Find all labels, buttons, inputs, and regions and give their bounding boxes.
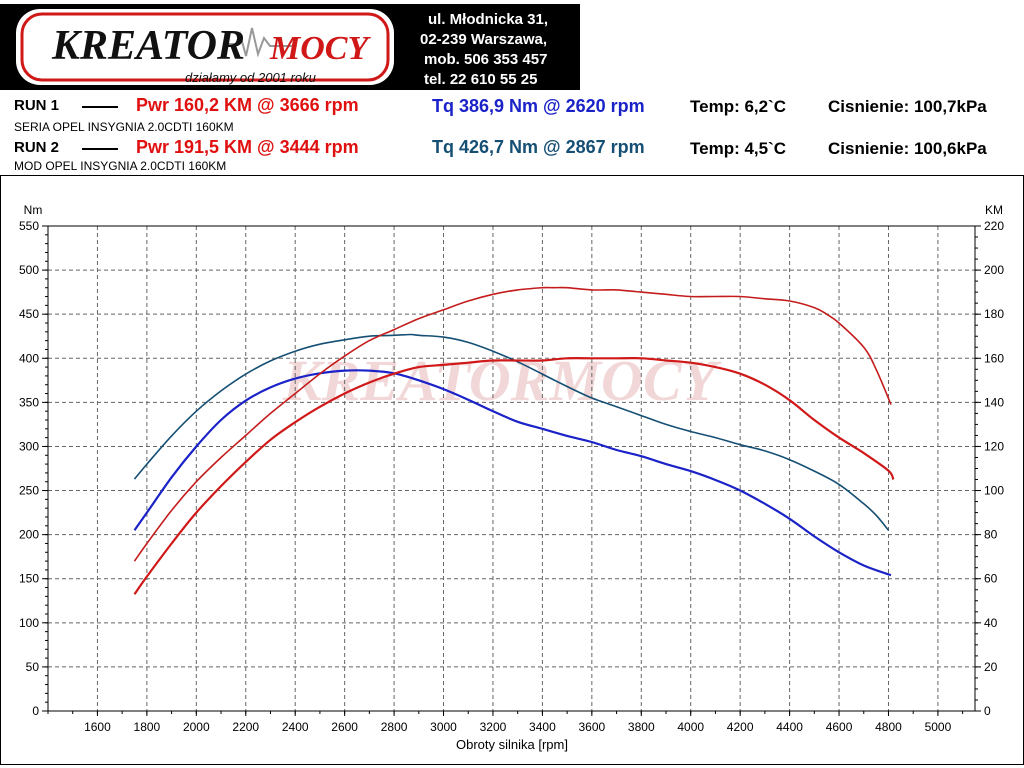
x-tick-label: 3600: [578, 720, 605, 734]
run1-torque: Tq 386,9 Nm @ 2620 rpm: [432, 96, 645, 116]
plot-border: [47, 225, 976, 712]
x-tick-label: 2800: [381, 720, 408, 734]
x-tick-label: 3800: [628, 720, 655, 734]
x-tick-label: 3200: [480, 720, 507, 734]
y-right-tick-label: 60: [984, 572, 998, 586]
y-right-tick-label: 0: [984, 704, 991, 718]
run1-pressure: Cisnienie: 100,7kPa: [828, 97, 987, 116]
run1-line-swatch: [82, 106, 118, 108]
x-tick-label: 2200: [232, 720, 259, 734]
x-tick-label: 2600: [331, 720, 358, 734]
y-right-tick-label: 40: [984, 616, 998, 630]
run2-temperature: Temp: 4,5`C: [690, 139, 787, 158]
x-tick-label: 4200: [727, 720, 754, 734]
y-left-tick-label: 50: [26, 660, 40, 674]
brand-slogan: działamy od 2001 roku: [185, 70, 316, 85]
chart-frame: [0, 175, 1024, 765]
run2-description: MOD OPEL INSYGNIA 2.0CDTI 160KM: [14, 159, 227, 173]
run2-pressure: Cisnienie: 100,6kPa: [828, 139, 987, 158]
y-left-tick-label: 100: [19, 616, 39, 630]
y-right-tick-label: 100: [984, 484, 1004, 498]
y-right-tick-label: 140: [984, 395, 1004, 409]
x-tick-label: 4600: [826, 720, 853, 734]
x-tick-label: 4400: [776, 720, 803, 734]
y-left-tick-label: 350: [19, 395, 39, 409]
x-axis-label: Obroty silnika [rpm]: [456, 737, 568, 752]
y-right-tick-label: 80: [984, 528, 998, 542]
run2-power: Pwr 191,5 KM @ 3444 rpm: [136, 137, 359, 157]
run2-torque: Tq 426,7 Nm @ 2867 rpm: [432, 137, 645, 157]
chart-watermark: KREATORMOCY: [282, 348, 722, 413]
torque-run2-line: [133, 333, 890, 531]
x-tick-label: 1800: [134, 720, 161, 734]
y-left-tick-label: 0: [32, 704, 39, 718]
phone-number: tel. 22 610 55 25: [424, 71, 537, 88]
brand-name-first: KREATOR: [51, 23, 245, 69]
run1-label: RUN 1: [14, 97, 60, 114]
power-run2-line: [133, 286, 892, 562]
waveform-icon: [228, 27, 296, 58]
run2-line-swatch: [82, 148, 118, 150]
y-right-tick-label: 20: [984, 660, 998, 674]
run1-temperature: Temp: 6,2`C: [690, 97, 787, 116]
x-tick-label: 3000: [430, 720, 457, 734]
run2-label: RUN 2: [14, 139, 60, 156]
run1-power: Pwr 160,2 KM @ 3666 rpm: [136, 95, 359, 115]
y-right-tick-label: 160: [984, 351, 1004, 365]
y-left-axis-unit: Nm: [24, 203, 43, 217]
y-left-tick-label: 550: [19, 219, 39, 233]
x-tick-label: 4000: [677, 720, 704, 734]
y-right-tick-label: 180: [984, 307, 1004, 321]
y-left-tick-label: 500: [19, 263, 39, 277]
y-right-tick-label: 120: [984, 439, 1004, 453]
y-right-tick-label: 200: [984, 263, 1004, 277]
x-tick-label: 2000: [183, 720, 210, 734]
x-tick-label: 1600: [84, 720, 111, 734]
address-line-1: ul. Młodnicka 31,: [428, 11, 548, 28]
y-left-tick-label: 250: [19, 484, 39, 498]
brand-name-second: MOCY: [269, 30, 371, 67]
x-tick-label: 4800: [875, 720, 902, 734]
torque-run1-line: [133, 369, 892, 577]
power-run1-line: [133, 357, 895, 595]
x-tick-label: 2400: [282, 720, 309, 734]
y-left-tick-label: 200: [19, 528, 39, 542]
y-left-tick-label: 450: [19, 307, 39, 321]
x-tick-label: 3400: [529, 720, 556, 734]
y-right-tick-label: 220: [984, 219, 1004, 233]
run1-description: SERIA OPEL INSYGNIA 2.0CDTI 160KM: [14, 120, 234, 134]
y-left-tick-label: 400: [19, 351, 39, 365]
y-right-axis-unit: KM: [985, 203, 1003, 217]
mobile-number: mob. 506 353 457: [424, 51, 547, 68]
brand-logo-banner: KREATOR MOCY działamy od 2001 roku ul. M…: [0, 4, 580, 90]
y-left-tick-label: 300: [19, 439, 39, 453]
y-left-tick-label: 150: [19, 572, 39, 586]
address-line-2: 02-239 Warszawa,: [420, 31, 547, 48]
x-tick-label: 5000: [925, 720, 952, 734]
